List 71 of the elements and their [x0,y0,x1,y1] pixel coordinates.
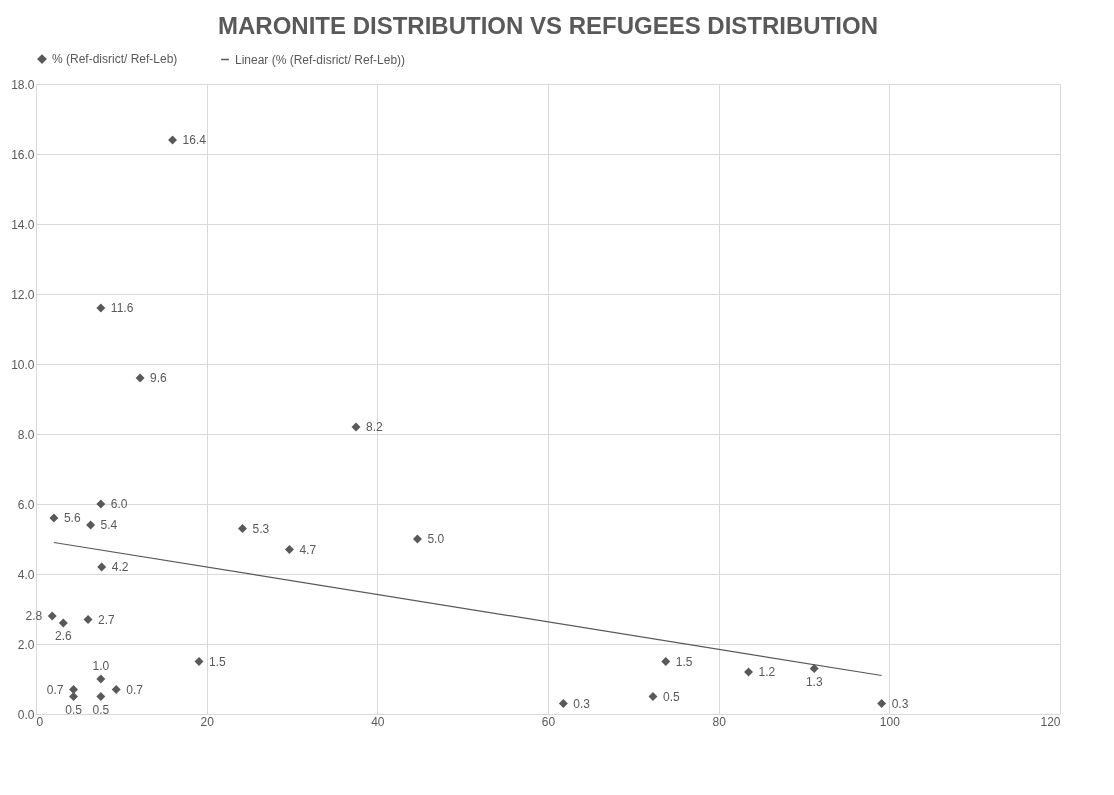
y-tick-label: 10.0 [11,357,35,372]
data-label: 16.4 [182,133,207,147]
legend-label: Linear (% (Ref-disrict/ Ref-Leb)) [235,52,406,67]
point [58,618,68,628]
data-label: 0.7 [46,682,64,697]
point [809,664,819,673]
point [49,513,59,523]
x-tick-label: 60 [541,714,556,729]
data-label: 4.7 [299,542,317,557]
data-label: 8.2 [366,420,384,434]
data-label: 2.7 [98,612,116,627]
data-label: 0.3 [573,696,591,711]
data-label: 1.0 [92,659,110,673]
data-label: 0.5 [65,702,83,717]
point [96,674,106,684]
point [661,657,671,666]
x-tick-label: 100 [879,714,901,729]
data-label: 5.4 [100,518,118,532]
y-tick-label: 16.0 [11,147,35,162]
y-tick-label: 6.0 [17,497,35,512]
data-label: 5.0 [427,532,445,546]
data-label: 5.6 [63,511,81,525]
point [83,615,93,624]
point [96,499,106,509]
data-label: 1.3 [805,674,823,689]
data-label: 6.0 [110,497,128,511]
point [86,520,96,530]
data-label: 2.6 [54,629,72,643]
y-tick-label: 18.0 [11,77,35,92]
x-tick-label: 40 [371,714,385,729]
y-tick-label: 8.0 [17,427,35,442]
point [135,373,145,383]
point [111,685,121,694]
data-label: 0.5 [92,702,110,717]
data-label: 1.2 [758,665,776,679]
point [47,611,57,621]
data-label: 9.6 [150,371,168,385]
y-tick-label: 14.0 [11,217,35,232]
point [238,524,247,533]
y-tick-label: 0.0 [17,707,35,722]
point [351,422,361,432]
point [96,303,106,313]
point [168,135,178,145]
data-label: 0.7 [126,682,144,697]
x-tick-label: 0 [36,714,44,729]
chart-title: MARONITE DISTRIBUTION VS REFUGEES DISTRIBUTION [217,12,879,39]
data-label: 4.2 [111,560,129,574]
point [744,667,754,677]
y-tick-label: 2.0 [17,637,35,652]
x-tick-label: 80 [712,714,727,729]
x-tick-label: 120 [1040,714,1061,729]
data-label: 1.5 [208,654,226,669]
x-tick-label: 20 [200,714,215,729]
y-tick-label: 4.0 [17,567,35,582]
data-label: 0.3 [891,696,909,711]
y-tick-label: 12.0 [11,287,35,302]
point [284,545,294,554]
data-label: 2.8 [25,609,43,623]
point [558,699,568,708]
point [97,562,107,572]
data-label: 11.6 [110,301,134,315]
point [69,685,79,694]
point [412,534,422,544]
data-label: 5.3 [252,521,270,536]
data-label: 0.5 [662,689,680,704]
point [96,692,106,701]
legend-label: % (Ref-disrict/ Ref-Leb) [52,52,178,67]
point [69,692,79,701]
point [648,692,658,701]
data-label: 1.5 [675,654,693,669]
point [877,699,887,708]
